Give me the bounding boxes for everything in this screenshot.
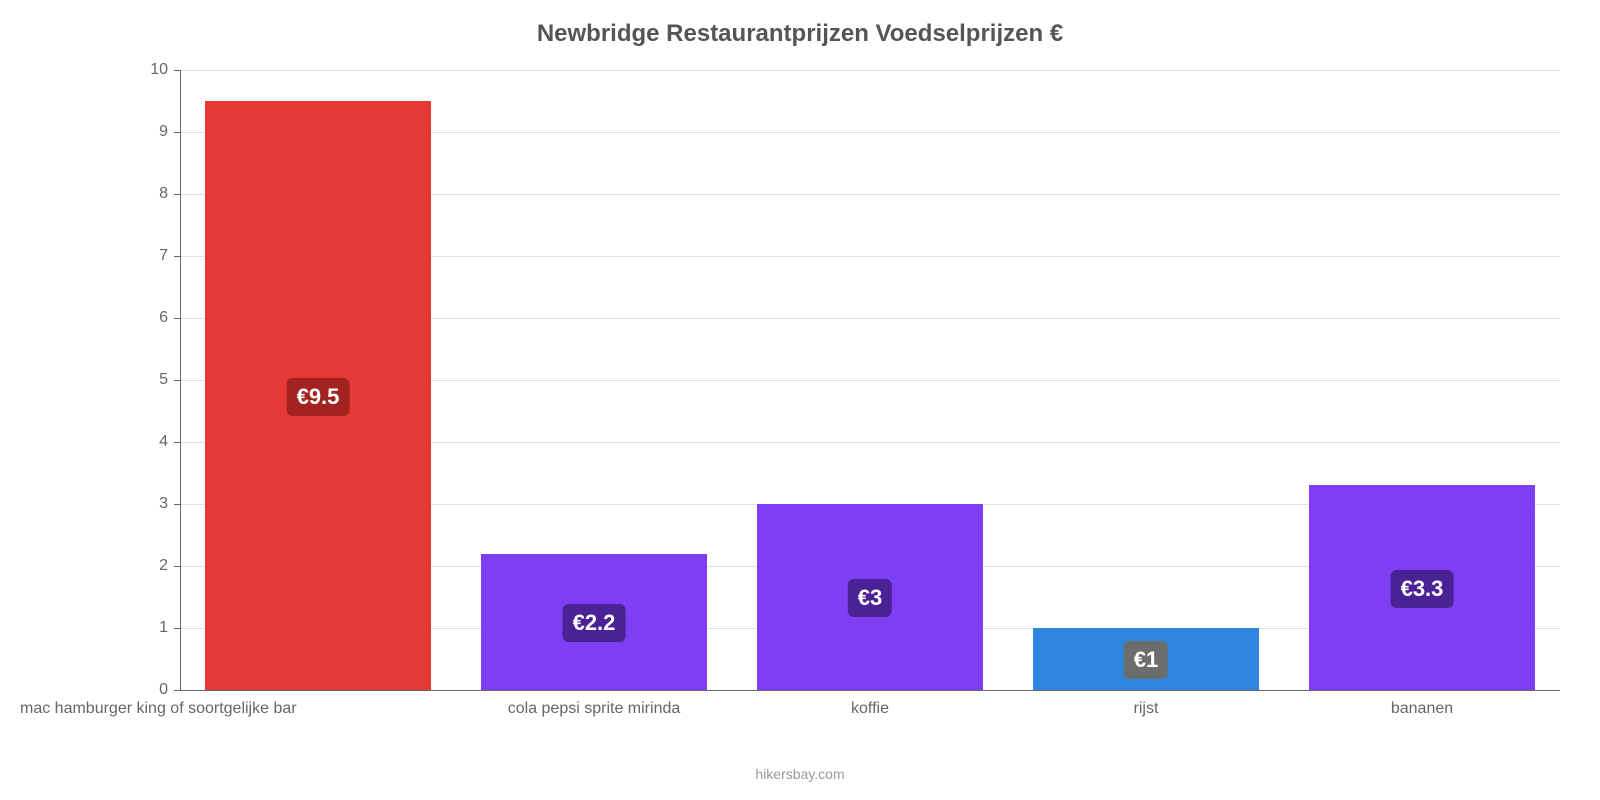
y-tick-label: 9: [120, 123, 168, 141]
attribution-text: hikersbay.com: [0, 766, 1600, 782]
chart-container: Newbridge Restaurantprijzen Voedselprijz…: [0, 0, 1600, 800]
y-tick-label: 5: [120, 371, 168, 389]
bar-value-label: €3.3: [1391, 570, 1454, 608]
y-axis: [180, 70, 181, 690]
y-tick-label: 1: [120, 619, 168, 637]
y-tick-label: 6: [120, 309, 168, 327]
y-tick-label: 0: [120, 681, 168, 699]
bar-value-label: €3: [848, 579, 892, 617]
y-tick-label: 2: [120, 557, 168, 575]
plot-area: 012345678910€9.5mac hamburger king of so…: [180, 70, 1560, 690]
bar-value-label: €9.5: [287, 378, 350, 416]
category-label: bananen: [1222, 700, 1600, 718]
x-axis: [180, 690, 1560, 691]
y-tick-label: 10: [120, 61, 168, 79]
chart-title: Newbridge Restaurantprijzen Voedselprijz…: [0, 20, 1600, 48]
y-tick-label: 3: [120, 495, 168, 513]
y-tick-label: 4: [120, 433, 168, 451]
bar-value-label: €1: [1124, 641, 1168, 679]
y-tick-label: 7: [120, 247, 168, 265]
bar-value-label: €2.2: [563, 604, 626, 642]
grid-line: [180, 70, 1560, 71]
y-tick-label: 8: [120, 185, 168, 203]
